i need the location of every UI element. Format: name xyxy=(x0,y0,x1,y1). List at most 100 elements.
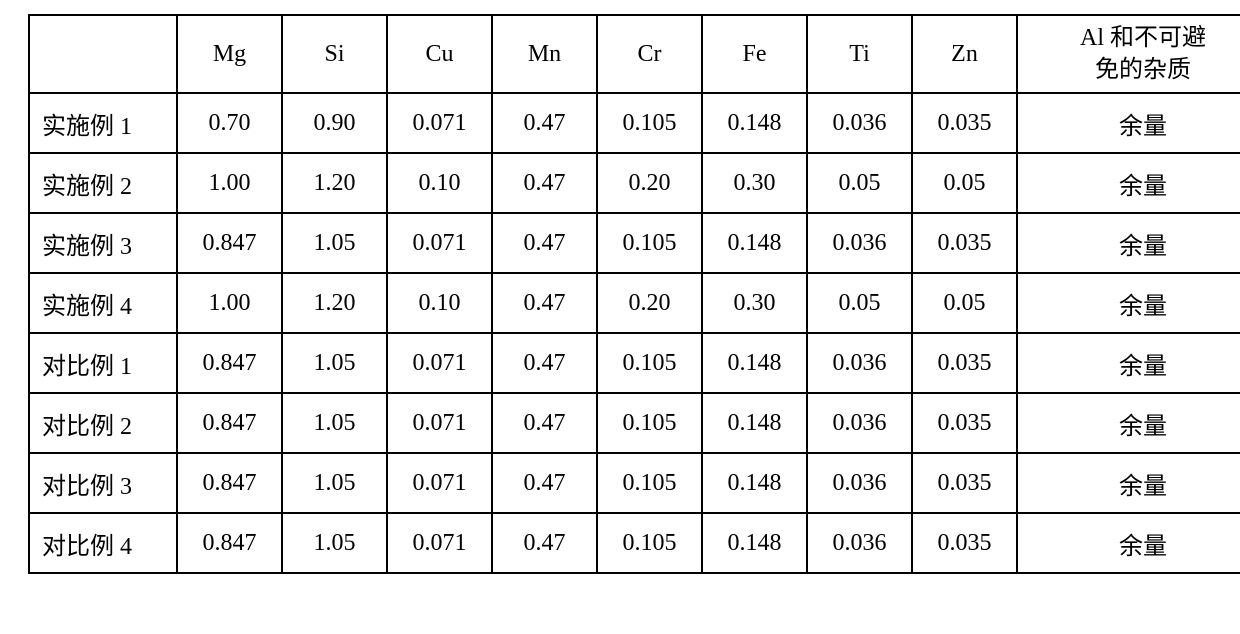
cell-Mg: 1.00 xyxy=(177,273,282,333)
cell-Zn: 0.05 xyxy=(912,153,1017,213)
cell-Si: 1.05 xyxy=(282,393,387,453)
cell-Ti: 0.05 xyxy=(807,153,912,213)
cell-Fe: 0.148 xyxy=(702,213,807,273)
cell-Cr: 0.105 xyxy=(597,213,702,273)
cell-Ti: 0.036 xyxy=(807,453,912,513)
cell-Cr: 0.20 xyxy=(597,273,702,333)
cell-Fe: 0.30 xyxy=(702,153,807,213)
row-label: 实施例 2 xyxy=(29,153,177,213)
cell-Mn: 0.47 xyxy=(492,453,597,513)
cell-Cu: 0.071 xyxy=(387,333,492,393)
cell-Cu: 0.10 xyxy=(387,153,492,213)
col-header-Fe: Fe xyxy=(702,15,807,93)
cell-balance: 余量 xyxy=(1017,513,1240,573)
cell-Fe: 0.148 xyxy=(702,513,807,573)
cell-Mg: 1.00 xyxy=(177,153,282,213)
cell-Si: 0.90 xyxy=(282,93,387,153)
row-label: 对比例 3 xyxy=(29,453,177,513)
col-header-label xyxy=(29,15,177,93)
cell-balance: 余量 xyxy=(1017,153,1240,213)
col-header-Ti: Ti xyxy=(807,15,912,93)
cell-Mn: 0.47 xyxy=(492,153,597,213)
cell-balance: 余量 xyxy=(1017,393,1240,453)
row-label: 对比例 2 xyxy=(29,393,177,453)
cell-Cu: 0.071 xyxy=(387,393,492,453)
table-row: 对比例 10.8471.050.0710.470.1050.1480.0360.… xyxy=(29,333,1240,393)
cell-Cr: 0.105 xyxy=(597,453,702,513)
cell-Si: 1.20 xyxy=(282,153,387,213)
cell-Cu: 0.071 xyxy=(387,93,492,153)
cell-Ti: 0.05 xyxy=(807,273,912,333)
cell-Mg: 0.847 xyxy=(177,333,282,393)
cell-Mn: 0.47 xyxy=(492,393,597,453)
cell-Mn: 0.47 xyxy=(492,213,597,273)
cell-balance: 余量 xyxy=(1017,453,1240,513)
col-header-Mn: Mn xyxy=(492,15,597,93)
header-row: MgSiCuMnCrFeTiZnAl 和不可避免的杂质 xyxy=(29,15,1240,93)
table-row: 实施例 30.8471.050.0710.470.1050.1480.0360.… xyxy=(29,213,1240,273)
cell-Cu: 0.071 xyxy=(387,513,492,573)
cell-Mn: 0.47 xyxy=(492,333,597,393)
col-header-Si: Si xyxy=(282,15,387,93)
cell-Si: 1.05 xyxy=(282,513,387,573)
table-body: 实施例 10.700.900.0710.470.1050.1480.0360.0… xyxy=(29,93,1240,573)
cell-Cu: 0.071 xyxy=(387,453,492,513)
table-row: 对比例 30.8471.050.0710.470.1050.1480.0360.… xyxy=(29,453,1240,513)
row-label: 实施例 4 xyxy=(29,273,177,333)
cell-Cu: 0.071 xyxy=(387,213,492,273)
cell-Si: 1.20 xyxy=(282,273,387,333)
cell-Mn: 0.47 xyxy=(492,93,597,153)
table-row: 实施例 10.700.900.0710.470.1050.1480.0360.0… xyxy=(29,93,1240,153)
cell-Mg: 0.847 xyxy=(177,393,282,453)
cell-Ti: 0.036 xyxy=(807,93,912,153)
cell-Cr: 0.105 xyxy=(597,333,702,393)
cell-Mg: 0.847 xyxy=(177,513,282,573)
cell-Mg: 0.847 xyxy=(177,453,282,513)
table-head: MgSiCuMnCrFeTiZnAl 和不可避免的杂质 xyxy=(29,15,1240,93)
col-header-Cu: Cu xyxy=(387,15,492,93)
cell-Si: 1.05 xyxy=(282,333,387,393)
cell-Zn: 0.035 xyxy=(912,513,1017,573)
cell-Zn: 0.035 xyxy=(912,333,1017,393)
cell-Ti: 0.036 xyxy=(807,333,912,393)
cell-balance: 余量 xyxy=(1017,213,1240,273)
cell-Mn: 0.47 xyxy=(492,273,597,333)
cell-Cr: 0.105 xyxy=(597,393,702,453)
row-label: 实施例 3 xyxy=(29,213,177,273)
table-row: 实施例 21.001.200.100.470.200.300.050.05余量 xyxy=(29,153,1240,213)
cell-Mn: 0.47 xyxy=(492,513,597,573)
cell-balance: 余量 xyxy=(1017,93,1240,153)
table-row: 对比例 40.8471.050.0710.470.1050.1480.0360.… xyxy=(29,513,1240,573)
row-label: 对比例 1 xyxy=(29,333,177,393)
cell-Cr: 0.105 xyxy=(597,513,702,573)
cell-Ti: 0.036 xyxy=(807,213,912,273)
row-label: 对比例 4 xyxy=(29,513,177,573)
composition-table: MgSiCuMnCrFeTiZnAl 和不可避免的杂质 实施例 10.700.9… xyxy=(28,14,1240,574)
cell-balance: 余量 xyxy=(1017,273,1240,333)
table-row: 对比例 20.8471.050.0710.470.1050.1480.0360.… xyxy=(29,393,1240,453)
cell-Si: 1.05 xyxy=(282,213,387,273)
cell-Zn: 0.035 xyxy=(912,393,1017,453)
col-header-balance: Al 和不可避免的杂质 xyxy=(1017,15,1240,93)
cell-Si: 1.05 xyxy=(282,453,387,513)
row-label: 实施例 1 xyxy=(29,93,177,153)
cell-Cr: 0.105 xyxy=(597,93,702,153)
table-row: 实施例 41.001.200.100.470.200.300.050.05余量 xyxy=(29,273,1240,333)
cell-Mg: 0.70 xyxy=(177,93,282,153)
cell-Fe: 0.148 xyxy=(702,393,807,453)
cell-Mg: 0.847 xyxy=(177,213,282,273)
cell-Ti: 0.036 xyxy=(807,513,912,573)
cell-Zn: 0.05 xyxy=(912,273,1017,333)
cell-Zn: 0.035 xyxy=(912,93,1017,153)
cell-Fe: 0.148 xyxy=(702,333,807,393)
cell-balance: 余量 xyxy=(1017,333,1240,393)
cell-Fe: 0.148 xyxy=(702,93,807,153)
col-header-Mg: Mg xyxy=(177,15,282,93)
cell-Ti: 0.036 xyxy=(807,393,912,453)
cell-Zn: 0.035 xyxy=(912,213,1017,273)
cell-Cu: 0.10 xyxy=(387,273,492,333)
cell-Fe: 0.30 xyxy=(702,273,807,333)
cell-Fe: 0.148 xyxy=(702,453,807,513)
col-header-Zn: Zn xyxy=(912,15,1017,93)
cell-Zn: 0.035 xyxy=(912,453,1017,513)
